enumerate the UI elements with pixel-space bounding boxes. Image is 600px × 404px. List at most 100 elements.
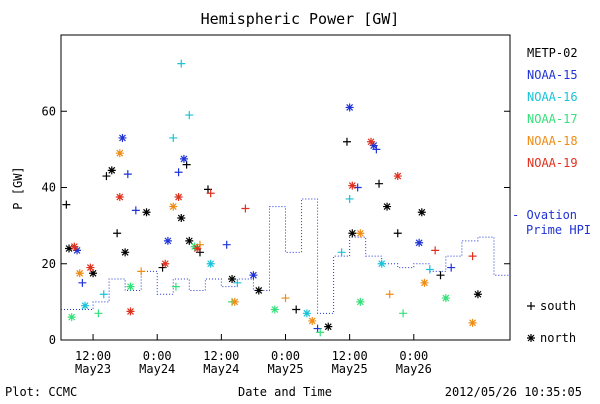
data-point-north: [377, 259, 386, 268]
data-point-north: [348, 181, 357, 190]
chart-title: Hemispheric Power [GW]: [200, 10, 400, 28]
data-point-south: [137, 267, 146, 276]
ovation-step-line: [61, 198, 510, 314]
data-point-north: [115, 193, 124, 202]
data-point-north: [348, 229, 357, 238]
data-point-north: [228, 275, 237, 283]
data-point-north: [206, 259, 215, 268]
data-point-south: [241, 204, 250, 213]
x-tick-label-time: 0:00: [399, 349, 428, 363]
data-point-north: [177, 214, 186, 222]
data-point-north: [356, 297, 365, 306]
x-tick-label-date: May24: [139, 362, 175, 376]
legend-entry: NOAA-19: [527, 156, 578, 170]
data-point-north: [107, 166, 116, 175]
data-point-south: [375, 179, 384, 188]
data-point-north: [86, 263, 95, 272]
data-point-south: [345, 194, 354, 203]
data-point-south: [233, 278, 242, 287]
data-point-south: [113, 229, 122, 238]
x-tick-label-date: May23: [75, 362, 111, 376]
x-tick-label-time: 12:00: [332, 349, 368, 363]
data-point-south: [177, 59, 186, 68]
data-point-north: [193, 244, 202, 253]
ovation-legend-line1: - Ovation: [512, 208, 577, 222]
data-point-south: [425, 265, 434, 274]
data-point-south: [94, 309, 103, 318]
data-point-north: [118, 133, 127, 142]
data-point-north: [70, 242, 79, 251]
data-point-south: [78, 278, 87, 287]
data-point-north: [126, 282, 135, 291]
data-point-north: [121, 248, 130, 257]
data-point-south: [185, 111, 194, 120]
data-point-south: [316, 328, 325, 337]
data-point-south: [399, 309, 408, 318]
data-point-south: [447, 263, 456, 272]
x-tick-label-date: May26: [396, 362, 432, 376]
data-point-north: [81, 301, 90, 310]
y-tick-label: 20: [42, 257, 56, 271]
x-tick-label-date: May25: [332, 362, 368, 376]
x-tick-label-time: 12:00: [75, 349, 111, 363]
data-point-south: [222, 240, 231, 249]
x-tick-label-time: 12:00: [203, 349, 239, 363]
data-point-north: [420, 278, 429, 287]
data-point-north: [67, 313, 76, 322]
data-point-north: [417, 208, 426, 217]
data-point-south: [431, 246, 440, 255]
data-point-north: [142, 208, 151, 217]
y-tick-label: 60: [42, 104, 56, 118]
y-axis-label: P [GW]: [11, 166, 25, 209]
data-point-south: [292, 305, 301, 314]
data-point-north: [230, 297, 239, 306]
data-point-north: [302, 309, 311, 318]
data-point-north: [73, 246, 82, 255]
data-point-north: [161, 259, 170, 268]
data-point-south: [385, 290, 394, 299]
data-point-north: [163, 236, 172, 245]
data-point-south: [171, 282, 180, 291]
data-point-south: [62, 200, 71, 209]
data-point-north: [179, 154, 188, 163]
legend-entry: NOAA-15: [527, 68, 578, 82]
data-point-south: [123, 170, 132, 179]
data-point-north: [75, 269, 84, 278]
data-point-north: [89, 269, 98, 278]
data-point-north: [473, 290, 482, 299]
data-point-south: [206, 189, 215, 198]
data-point-north: [126, 307, 135, 316]
footer-timestamp: 2012/05/26 10:35:05: [445, 385, 582, 399]
marker-legend-label: south: [540, 299, 576, 313]
x-tick-label-time: 0:00: [143, 349, 172, 363]
legend-entry: NOAA-17: [527, 112, 578, 126]
data-point-north: [249, 271, 258, 280]
data-point-north: [270, 305, 279, 314]
data-point-north: [415, 238, 424, 247]
data-point-north: [369, 141, 378, 150]
data-point-north: [185, 236, 194, 245]
data-point-north: [367, 137, 376, 146]
data-point-south: [99, 290, 108, 299]
data-point-south: [468, 252, 477, 261]
data-point-north: [356, 229, 365, 238]
data-point-south: [174, 168, 183, 177]
data-point-south: [342, 137, 351, 146]
legend-entry: NOAA-18: [527, 134, 578, 148]
x-tick-label-time: 0:00: [271, 349, 300, 363]
data-point-north: [345, 103, 354, 112]
x-tick-label-date: May24: [203, 362, 239, 376]
data-point-south: [169, 133, 178, 142]
legend-entry: NOAA-16: [527, 90, 578, 104]
y-tick-label: 40: [42, 181, 56, 195]
data-point-north: [383, 202, 392, 211]
x-tick-label-date: May25: [267, 362, 303, 376]
legend-entry: METP-02: [527, 46, 578, 60]
footer-left: Plot: CCMC: [5, 385, 77, 399]
data-point-south: [393, 229, 402, 238]
marker-legend-symbol: [527, 334, 535, 342]
marker-legend-label: north: [540, 331, 576, 345]
x-axis-label: Date and Time: [238, 385, 332, 399]
